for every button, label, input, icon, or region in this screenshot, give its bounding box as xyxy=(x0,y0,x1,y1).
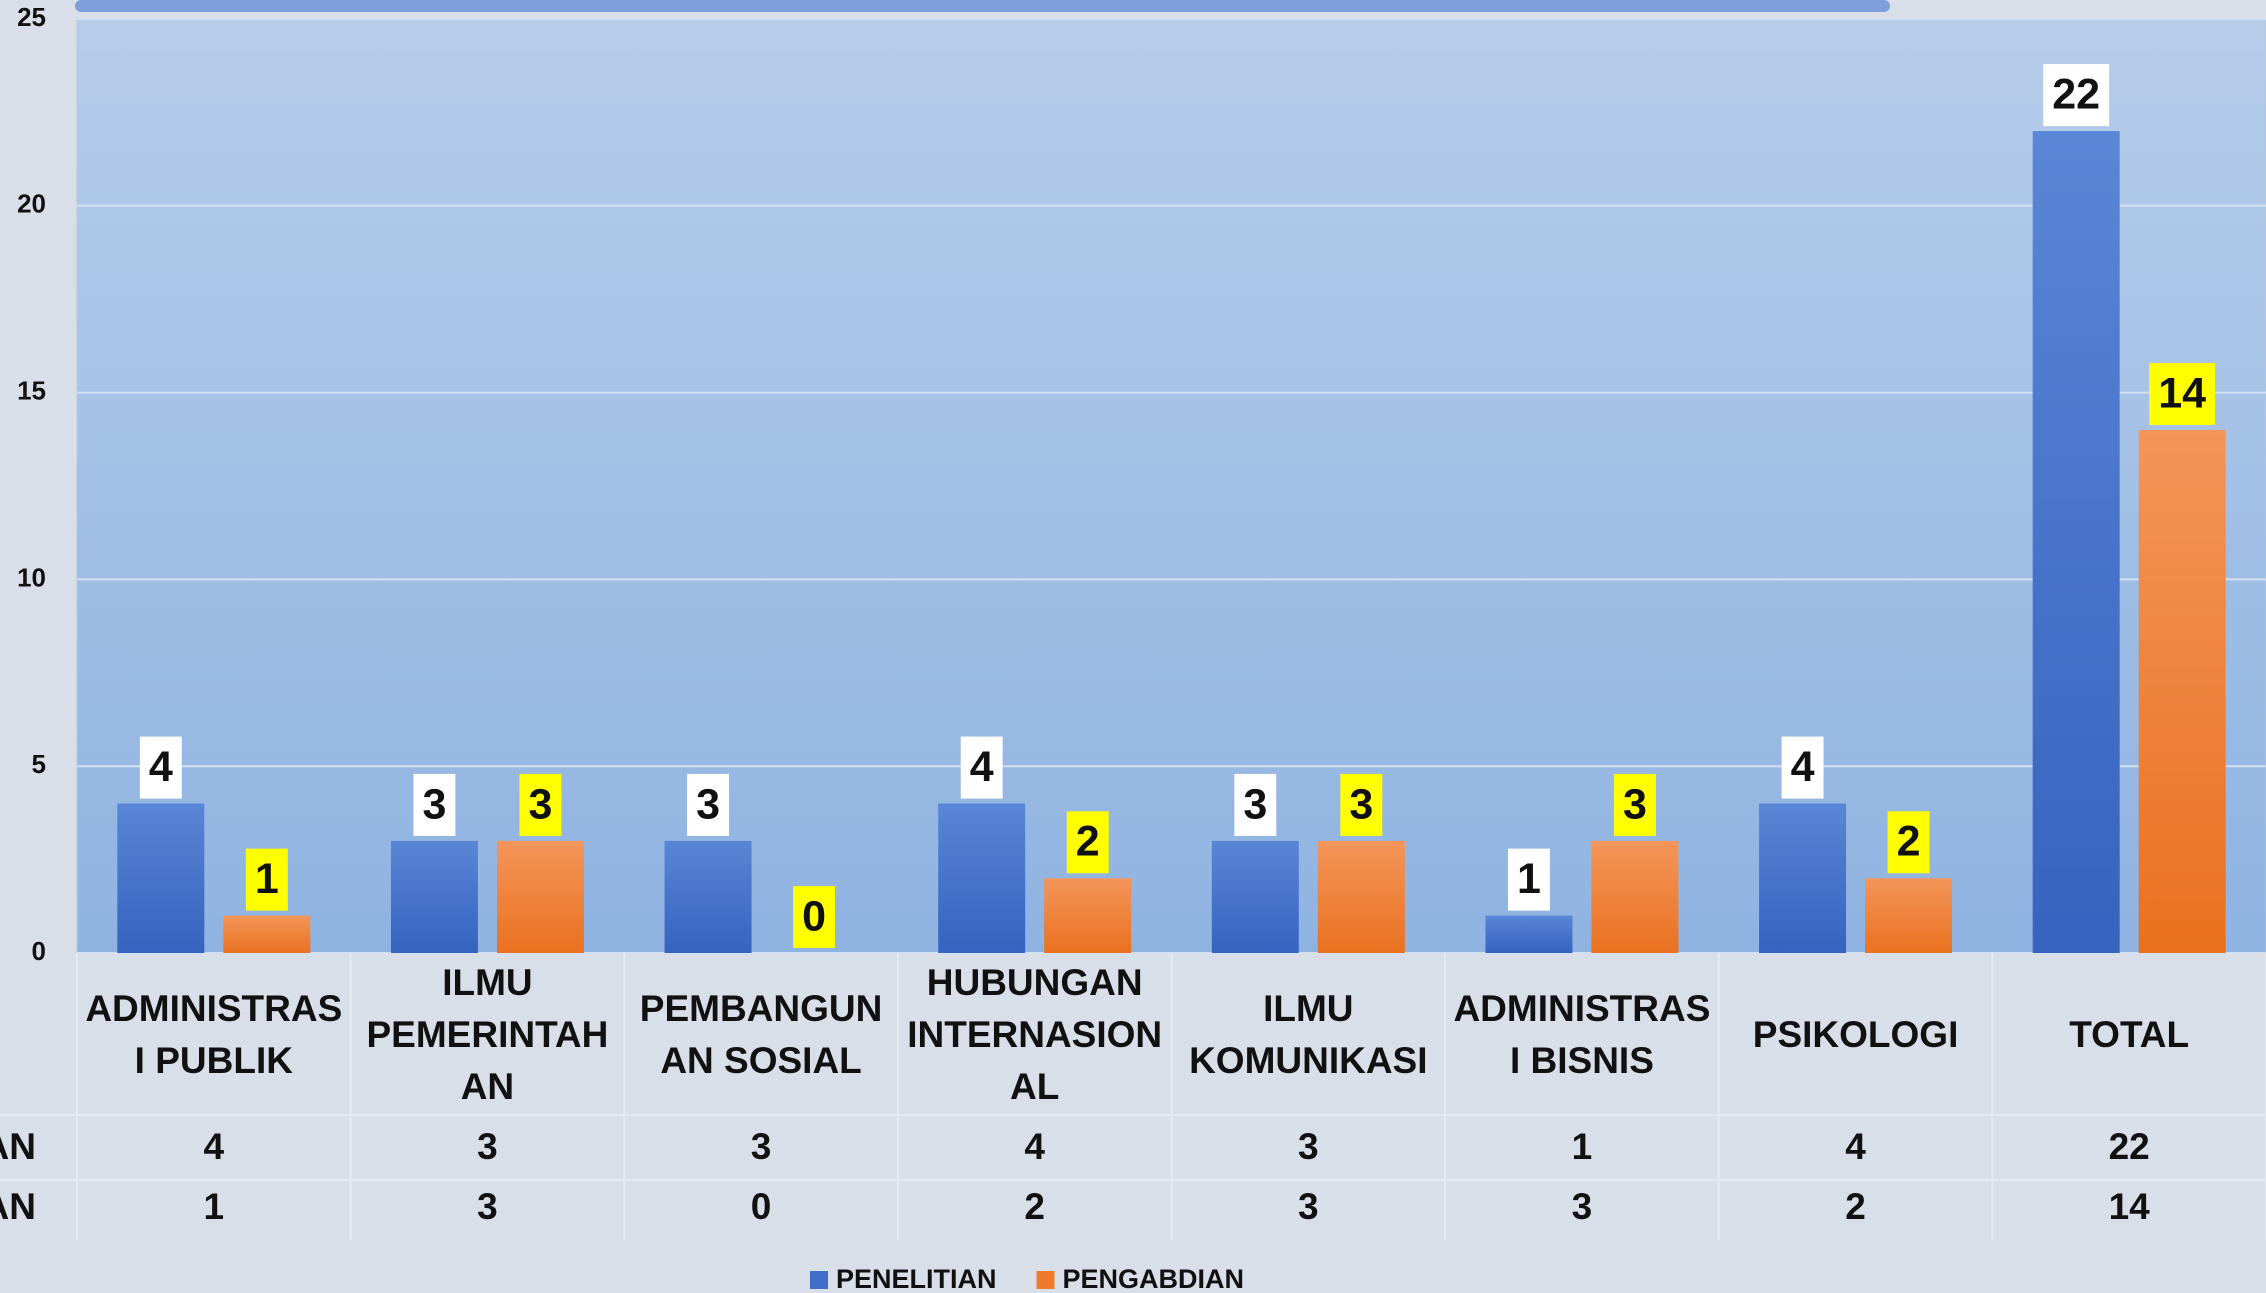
data-label-box xyxy=(139,736,182,799)
table-cell: 3 xyxy=(1298,1126,1319,1167)
plot-area xyxy=(76,18,2266,954)
data-label: 3 xyxy=(1623,780,1647,828)
x-tick-label-box: ADMINISTRASI PUBLIK xyxy=(85,988,343,1081)
data-label: 3 xyxy=(696,780,720,828)
x-tick-label: PEMBANGUNAN SOSIAL xyxy=(639,988,883,1081)
bar xyxy=(1759,803,1847,953)
legend-label: PENGABDIAN xyxy=(1063,1264,1245,1293)
table-row-header: PENGABDIAN xyxy=(0,1186,36,1227)
data-label-box xyxy=(1781,736,1824,799)
data-label-box xyxy=(793,886,836,948)
bar xyxy=(938,803,1026,953)
table-cell: 3 xyxy=(751,1126,772,1167)
x-tick-label: ADMINISTRASI PUBLIK xyxy=(85,988,343,1081)
data-label-box xyxy=(1613,773,1656,836)
data-label-box xyxy=(1507,848,1550,911)
x-tick-label: ILMU PEMERINTAHAN xyxy=(366,962,609,1107)
bar xyxy=(1591,840,1679,953)
data-label: 3 xyxy=(1349,780,1373,828)
data-label-box xyxy=(245,848,288,911)
bar xyxy=(1485,915,1573,953)
x-tick-label: ILMU KOMUNIKASI xyxy=(1189,988,1428,1081)
data-label-box xyxy=(2149,362,2216,425)
table-cell: 3 xyxy=(1298,1186,1319,1227)
table-cell: 2 xyxy=(1024,1186,1045,1227)
data-label-box xyxy=(960,736,1003,799)
y-tick-label: 20 xyxy=(17,189,46,219)
table-row-header: PENELITIAN xyxy=(0,1126,36,1167)
bar xyxy=(1044,878,1132,953)
data-label-box xyxy=(519,773,562,836)
legend-swatch xyxy=(1036,1271,1055,1289)
table-cell: 3 xyxy=(1572,1186,1593,1227)
data-label: 4 xyxy=(1791,743,1815,791)
bar xyxy=(117,803,205,953)
table-cell: 4 xyxy=(1024,1126,1045,1167)
data-label: 4 xyxy=(149,743,173,791)
data-label: 2 xyxy=(1076,818,1100,866)
x-tick-label-box: PSIKOLOGI xyxy=(1752,1014,1959,1056)
table-cell: 0 xyxy=(751,1186,772,1227)
table-cell: 4 xyxy=(204,1126,225,1167)
x-tick-label: ADMINISTRASI BISNIS xyxy=(1453,988,1711,1081)
legend-label: PENELITIAN xyxy=(836,1264,997,1293)
data-label: 3 xyxy=(528,780,552,828)
x-tick-label-box: ADMINISTRASI BISNIS xyxy=(1453,988,1711,1081)
data-label-box xyxy=(1066,811,1109,874)
x-tick-label: PSIKOLOGI xyxy=(1752,1014,1959,1056)
data-label: 2 xyxy=(1897,818,1921,866)
x-tick-label-box: TOTAL xyxy=(2069,1014,2190,1056)
data-label-box xyxy=(1887,811,1930,874)
data-label: 3 xyxy=(422,780,446,828)
y-tick-label: 5 xyxy=(32,749,46,779)
x-tick-label-box: ILMU PEMERINTAHAN xyxy=(366,962,609,1107)
table-cell: 14 xyxy=(2109,1186,2151,1227)
data-label-box xyxy=(687,773,730,836)
data-label: 0 xyxy=(802,892,826,940)
data-label-box xyxy=(1234,773,1277,836)
bar xyxy=(1865,878,1953,953)
y-tick-label: 15 xyxy=(17,375,46,405)
table-cell: 4 xyxy=(1845,1126,1866,1167)
table-cell: 3 xyxy=(477,1186,498,1227)
y-tick-label: 0 xyxy=(32,936,46,966)
table-cell: 2 xyxy=(1845,1186,1866,1227)
bar xyxy=(1317,840,1405,953)
y-tick-label: 10 xyxy=(17,562,46,592)
x-tick-label-box: HUBUNGAN INTERNASIONAL xyxy=(907,962,1163,1107)
bar xyxy=(2138,429,2226,954)
data-label: 4 xyxy=(970,743,994,791)
data-label: 14 xyxy=(2158,369,2206,417)
data-label-box xyxy=(2043,64,2110,127)
data-label-box xyxy=(1340,773,1383,836)
bar xyxy=(496,840,584,953)
x-tick-label: HUBUNGAN INTERNASIONAL xyxy=(907,962,1163,1107)
x-tick-label-box: ILMU KOMUNIKASI xyxy=(1189,988,1428,1081)
data-label: 1 xyxy=(255,855,279,903)
data-label: 3 xyxy=(1243,780,1267,828)
y-tick-label: 25 xyxy=(17,2,46,32)
x-tick-label: TOTAL xyxy=(2069,1014,2190,1056)
title-strip xyxy=(75,0,1890,12)
data-label: 1 xyxy=(1517,855,1541,903)
bar xyxy=(1211,840,1299,953)
data-label-box xyxy=(413,773,456,836)
bar xyxy=(664,840,752,953)
bar xyxy=(390,840,478,953)
table-cell: 22 xyxy=(2109,1126,2150,1167)
table-cell: 1 xyxy=(1572,1126,1593,1167)
bar xyxy=(2032,131,2120,953)
data-label: 22 xyxy=(2052,70,2100,118)
table-cell: 1 xyxy=(204,1186,225,1227)
bar xyxy=(223,915,311,953)
legend-swatch xyxy=(810,1271,828,1289)
table-cell: 3 xyxy=(477,1126,498,1167)
x-tick-label-box: PEMBANGUNAN SOSIAL xyxy=(639,988,883,1081)
